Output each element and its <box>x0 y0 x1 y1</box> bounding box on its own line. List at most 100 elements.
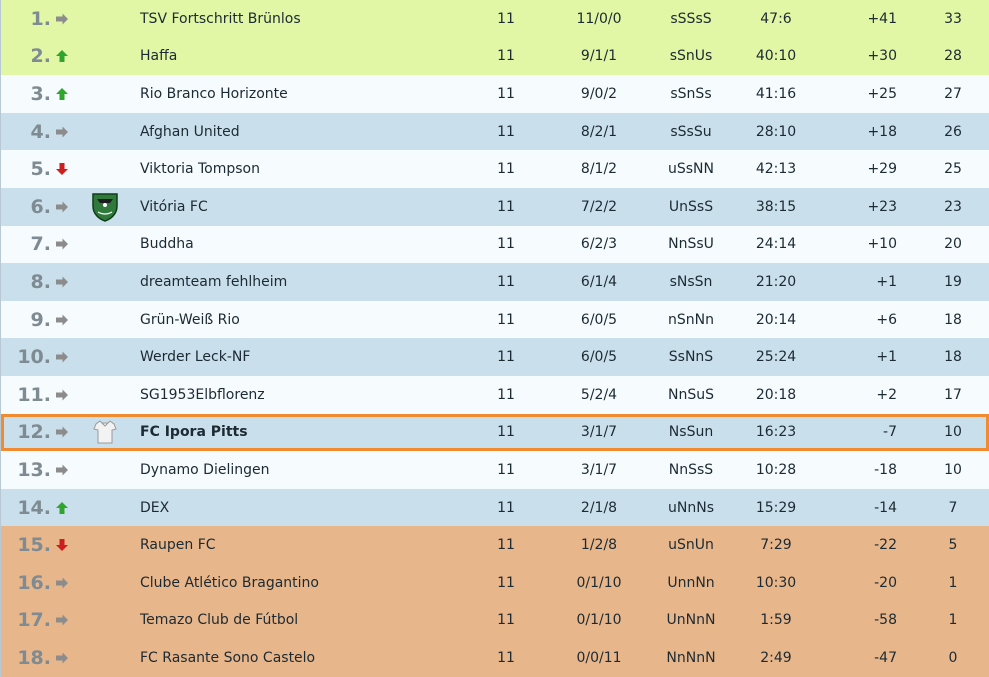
team-name-link[interactable]: TSV Fortschritt Brünlos <box>140 10 301 27</box>
standings-row[interactable]: 13. Dynamo Dielingen 11 3/1/7 NnSsS 10:28 -18 1… <box>1 451 989 489</box>
team-name-link[interactable]: Buddha <box>140 236 194 253</box>
rank-number: 18. <box>17 646 51 669</box>
goal-difference: -7 <box>883 424 897 441</box>
matches-played: 11 <box>497 311 515 328</box>
rank-number: 13. <box>17 458 51 481</box>
trend-same-icon <box>54 387 70 403</box>
rank-number: 11. <box>17 383 51 406</box>
rank-number: 6. <box>30 195 51 218</box>
points: 19 <box>944 273 962 290</box>
standings-row[interactable]: 11. SG1953Elbflorenz 11 5/2/4 NnSuS 20:18 +2 17 <box>1 375 989 414</box>
team-name-link[interactable]: Viktoria Tompson <box>140 161 260 178</box>
standings-row[interactable]: 7. Buddha 11 6/2/3 NnSsU 24:14 +10 20 <box>1 225 989 264</box>
team-name-link[interactable]: DEX <box>140 499 170 516</box>
team-name-link[interactable]: Dynamo Dielingen <box>140 461 270 478</box>
standings-row[interactable]: 16. Clube Atlético Bragantino 11 0/1/10 UnnN… <box>1 563 989 602</box>
points: 25 <box>944 161 962 178</box>
standings-row[interactable]: 4. Afghan United 11 8/2/1 sSsSu 28:10 +18 26 <box>1 112 989 151</box>
win-draw-loss: 0/1/10 <box>576 574 622 591</box>
standings-row[interactable]: 2. Haffa 11 9/1/1 sSnUs 40:10 +30 28 <box>1 37 989 76</box>
trend-same-icon <box>54 199 70 215</box>
team-name-link[interactable]: Haffa <box>140 48 178 65</box>
rank-number: 9. <box>30 308 51 331</box>
points: 1 <box>948 612 958 629</box>
standings-row[interactable]: 15. Raupen FC 11 1/2/8 uSnUn 7:29 -22 5 <box>1 526 989 564</box>
trend-up-icon <box>54 500 70 516</box>
matches-played: 11 <box>497 48 515 65</box>
standings-row[interactable]: 3. Rio Branco Horizonte 11 9/0/2 sSnSs 41:16 +… <box>1 75 989 113</box>
win-draw-loss: 2/1/8 <box>580 499 618 516</box>
win-draw-loss: 5/2/4 <box>580 386 618 403</box>
team-name-link[interactable]: FC Ipora Pitts <box>140 424 248 441</box>
win-draw-loss: 0/1/10 <box>576 612 622 629</box>
goal-difference: +30 <box>867 48 897 65</box>
win-draw-loss: 3/1/7 <box>580 461 618 478</box>
win-draw-loss: 9/0/2 <box>580 85 618 102</box>
goal-difference: -20 <box>874 574 897 591</box>
team-name-link[interactable]: FC Rasante Sono Castelo <box>140 649 316 666</box>
rank-number: 8. <box>30 270 51 293</box>
points: 0 <box>948 649 958 666</box>
goals: 21:20 <box>755 273 797 290</box>
goal-difference: -47 <box>874 649 897 666</box>
standings-row[interactable]: 10. Werder Leck-NF 11 6/0/5 SsNnS 25:24 +1 18 <box>1 338 989 376</box>
points: 26 <box>944 123 962 140</box>
team-name-link[interactable]: Werder Leck-NF <box>140 349 251 366</box>
goal-difference: +6 <box>876 311 897 328</box>
trend-up-icon <box>54 48 70 64</box>
points: 27 <box>944 85 962 102</box>
standings-row[interactable]: 17. Temazo Club de Fútbol 11 0/1/10 UnNnN 1:5… <box>1 601 989 640</box>
trend-same-icon <box>54 575 70 591</box>
rank-number: 16. <box>17 571 51 594</box>
goals: 28:10 <box>755 123 797 140</box>
team-name-link[interactable]: Afghan United <box>140 123 240 140</box>
rank-number: 7. <box>30 233 51 256</box>
standings-row[interactable]: 5. Viktoria Tompson 11 8/1/2 uSsNN 42:13 +29 25 <box>1 150 989 188</box>
team-name-link[interactable]: Temazo Club de Fútbol <box>140 612 299 629</box>
goal-difference: +2 <box>876 386 897 403</box>
recent-form: sSnUs <box>669 48 713 65</box>
team-name-link[interactable]: Grün-Weiß Rio <box>140 311 240 328</box>
recent-form: uNnNs <box>668 499 714 516</box>
team-name-link[interactable]: Clube Atlético Bragantino <box>140 574 319 591</box>
points: 7 <box>948 499 958 516</box>
recent-form: sSnSs <box>670 85 712 102</box>
matches-played: 11 <box>497 537 515 554</box>
goal-difference: +25 <box>867 85 897 102</box>
trend-same-icon <box>54 236 70 252</box>
team-name-link[interactable]: SG1953Elbflorenz <box>140 386 265 403</box>
team-name-link[interactable]: dreamteam fehlheim <box>140 273 288 290</box>
standings-row[interactable]: 18. FC Rasante Sono Castelo 11 0/0/11 NnNnN 2… <box>1 639 989 677</box>
win-draw-loss: 9/1/1 <box>580 48 618 65</box>
goals: 10:28 <box>755 461 797 478</box>
standings-row-own-team[interactable]: 12. FC Ipora Pitts 11 3/1/7 NsSun 16:23 -7 10 <box>1 413 989 452</box>
recent-form: UnSsS <box>668 198 714 215</box>
rank-number: 12. <box>17 421 51 444</box>
goal-difference: -18 <box>874 461 897 478</box>
points: 18 <box>944 311 962 328</box>
team-name-link[interactable]: Rio Branco Horizonte <box>140 85 288 102</box>
matches-played: 11 <box>497 424 515 441</box>
points: 10 <box>944 424 962 441</box>
goals: 7:29 <box>760 537 792 554</box>
standings-row[interactable]: 1. TSV Fortschritt Brünlos 11 11/0/0 sSSsS 47… <box>1 0 989 38</box>
goal-difference: -14 <box>874 499 897 516</box>
trend-same-icon <box>54 462 70 478</box>
matches-played: 11 <box>497 574 515 591</box>
points: 17 <box>944 386 962 403</box>
standings-row[interactable]: 6. Vitória FC 11 7/2/2 UnSsS 38:15 +23 23 <box>1 187 989 226</box>
team-name-link[interactable]: Vitória FC <box>140 198 208 215</box>
standings-row[interactable]: 8. dreamteam fehlheim 11 6/1/4 sNsSn 21:20 +1 1… <box>1 263 989 301</box>
rank-number: 15. <box>17 534 51 557</box>
standings-row[interactable]: 9. Grün-Weiß Rio 11 6/0/5 nSnNn 20:14 +6 18 <box>1 300 989 339</box>
standings-row[interactable]: 14. DEX 11 2/1/8 uNnNs 15:29 -14 7 <box>1 488 989 527</box>
matches-played: 11 <box>497 612 515 629</box>
goals: 20:14 <box>755 311 797 328</box>
trend-same-icon <box>54 349 70 365</box>
recent-form: nSnNn <box>668 311 714 328</box>
team-crest-icon <box>89 191 121 223</box>
matches-played: 11 <box>497 161 515 178</box>
win-draw-loss: 8/1/2 <box>580 161 618 178</box>
goals: 10:30 <box>755 574 797 591</box>
team-name-link[interactable]: Raupen FC <box>140 537 216 554</box>
